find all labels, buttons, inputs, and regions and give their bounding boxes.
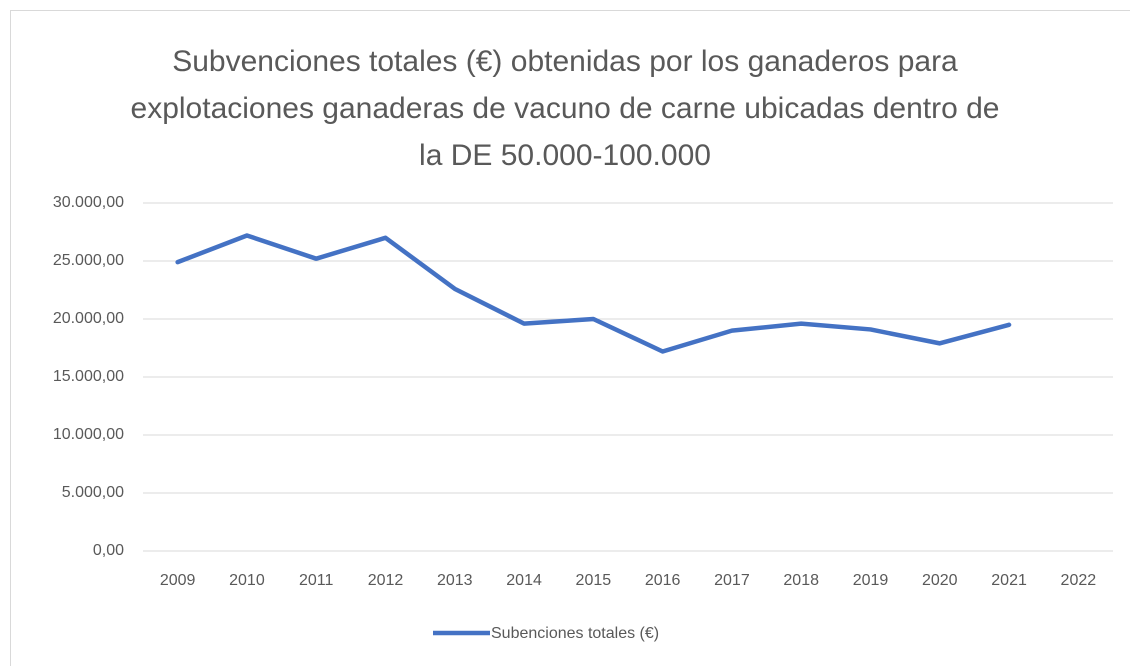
- x-tick-label: 2021: [991, 572, 1027, 589]
- y-tick-label: 0,00: [93, 542, 124, 559]
- x-tick-label: 2013: [437, 572, 473, 589]
- x-tick-label: 2015: [576, 572, 612, 589]
- x-tick-label: 2011: [299, 572, 334, 589]
- x-tick-label: 2017: [714, 572, 750, 589]
- y-tick-label: 20.000,00: [53, 310, 124, 327]
- y-tick-label: 25.000,00: [53, 252, 124, 269]
- data-line: [175, 233, 1012, 354]
- x-tick-label: 2019: [853, 572, 889, 589]
- x-tick-label: 2016: [645, 572, 681, 589]
- y-tick-label: 10.000,00: [53, 426, 124, 443]
- legend-label: Subenciones totales (€): [491, 625, 659, 642]
- y-tick-label: 15.000,00: [53, 368, 124, 385]
- y-tick-label: 5.000,00: [62, 484, 124, 501]
- x-tick-label: 2014: [506, 572, 542, 589]
- x-tick-label: 2012: [368, 572, 404, 589]
- x-tick-label: 2009: [160, 572, 196, 589]
- x-tick-label: 2020: [922, 572, 958, 589]
- x-tick-label: 2022: [1061, 572, 1097, 589]
- x-tick-label: 2018: [783, 572, 819, 589]
- chart-border: [10, 10, 1130, 666]
- x-tick-label: 2010: [229, 572, 265, 589]
- chart-title: Subvenciones totales (€) obtenidas por l…: [130, 45, 1000, 172]
- y-tick-label: 30.000,00: [53, 194, 124, 211]
